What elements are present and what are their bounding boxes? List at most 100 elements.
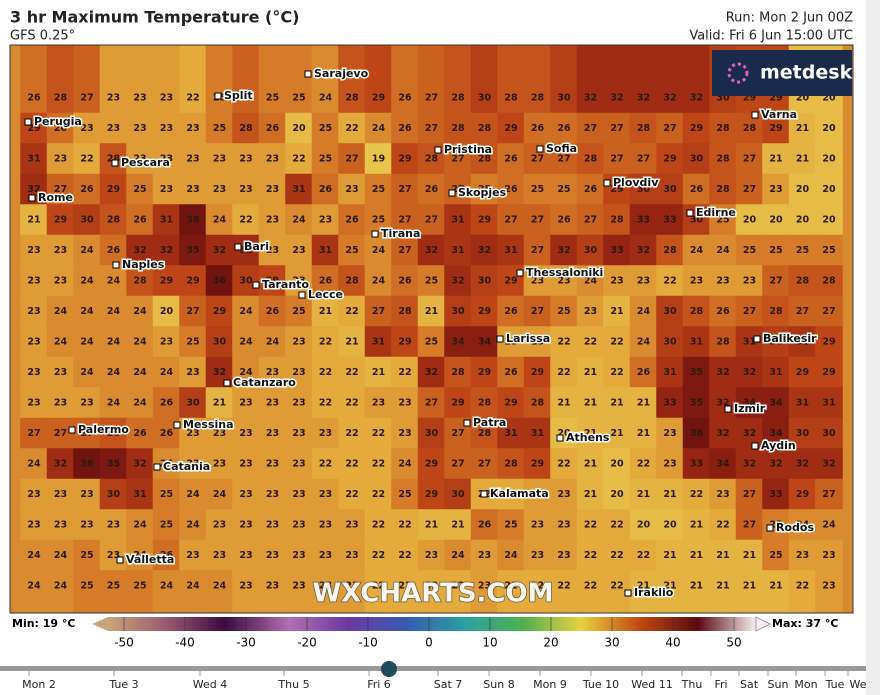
temp-value: 23 (213, 428, 226, 439)
temp-value: 32 (27, 184, 40, 195)
temp-cell (417, 478, 446, 511)
temp-value: 24 (54, 337, 68, 348)
temp-value: 29 (690, 123, 703, 134)
temp-cell (444, 234, 472, 267)
temp-cell (497, 387, 525, 419)
temp-cell (99, 448, 128, 480)
temp-cell (709, 143, 737, 175)
temp-value: 24 (160, 459, 174, 470)
temp-cell (550, 45, 578, 114)
temp-value: 28 (54, 93, 68, 104)
temp-cell (20, 387, 48, 419)
temp-cell (391, 478, 419, 511)
temp-cell (152, 356, 181, 389)
temp-cell (46, 173, 75, 206)
temp-value: 23 (292, 459, 305, 470)
temp-cell (629, 509, 658, 541)
temp-value: 33 (637, 215, 650, 226)
temp-value: 27 (239, 93, 252, 104)
temp-cell (232, 265, 260, 297)
timeline-knob[interactable] (381, 661, 397, 677)
temp-value: 27 (425, 93, 438, 104)
temp-cell (73, 509, 101, 541)
temp-cell (99, 356, 128, 389)
temp-cell (788, 356, 817, 389)
temp-value: 20 (557, 428, 571, 439)
temp-value: 27 (398, 215, 411, 226)
temp-value: 27 (584, 123, 597, 134)
temp-value: 23 (292, 581, 305, 592)
cb-tick-label: 30 (604, 636, 619, 650)
temp-value: 24 (107, 337, 121, 348)
temp-value: 27 (822, 489, 835, 500)
temp-cell (205, 417, 234, 450)
temp-value: 26 (319, 276, 333, 287)
temp-cell (46, 570, 75, 613)
temp-value: 27 (663, 123, 676, 134)
temp-value: 28 (451, 367, 465, 378)
temp-cell (629, 478, 658, 511)
temp-value: 22 (239, 215, 252, 226)
temp-cell (762, 539, 790, 572)
temp-cell (444, 326, 472, 358)
temp-value: 25 (80, 581, 93, 592)
timeline-label: We (850, 678, 867, 691)
temp-cell (205, 387, 234, 419)
temp-value: 29 (213, 306, 226, 317)
temp-cell (709, 326, 737, 358)
temp-cell (126, 478, 154, 511)
temp-value: 24 (54, 550, 68, 561)
temp-value: 32 (239, 245, 252, 256)
cb-arrow-right (755, 616, 772, 632)
temp-value: 24 (716, 245, 730, 256)
temp-value: 29 (822, 367, 835, 378)
temp-cell (46, 509, 75, 541)
temp-value: 25 (213, 123, 226, 134)
temp-cell (788, 478, 817, 511)
temp-cell (46, 448, 75, 480)
temp-value: 21 (716, 581, 729, 592)
temp-cell (576, 387, 605, 419)
temp-value: 20 (663, 520, 677, 531)
temp-value: 28 (451, 93, 465, 104)
temp-cell (788, 234, 817, 267)
temp-value: 24 (266, 337, 280, 348)
temp-value: 24 (54, 581, 68, 592)
temp-cell (99, 234, 128, 267)
temp-value: 24 (80, 367, 94, 378)
temp-cell (364, 143, 393, 175)
temp-value: 22 (372, 581, 385, 592)
temp-cell (285, 326, 313, 358)
temp-cell (762, 143, 790, 175)
temp-value: 29 (531, 367, 544, 378)
temp-cell (497, 204, 525, 236)
city-marker (766, 524, 774, 532)
temp-value: 23 (345, 184, 358, 195)
temp-value: 23 (239, 459, 252, 470)
temp-cell (364, 265, 393, 297)
temp-cell (497, 112, 525, 145)
temp-value: 22 (451, 581, 464, 592)
temp-value: 30 (690, 215, 704, 226)
temp-cell (576, 356, 605, 389)
temp-value: 26 (690, 184, 704, 195)
temp-value: 23 (27, 367, 40, 378)
temp-value: 29 (398, 337, 411, 348)
temp-value: 26 (54, 123, 68, 134)
temp-cell (523, 356, 552, 389)
temp-cell (762, 356, 790, 389)
temp-value: 32 (213, 245, 226, 256)
temp-value: 21 (637, 428, 650, 439)
temp-cell (523, 417, 552, 450)
temp-cell (73, 143, 101, 175)
temp-value: 22 (345, 306, 358, 317)
city-label: Varna (761, 108, 797, 121)
temp-cell (550, 417, 578, 450)
temp-value: 27 (372, 306, 385, 317)
temp-value: 22 (319, 398, 332, 409)
temp-value: 23 (531, 550, 544, 561)
temp-value: 30 (584, 245, 598, 256)
temp-cell (338, 417, 366, 450)
temp-value: 29 (796, 367, 809, 378)
